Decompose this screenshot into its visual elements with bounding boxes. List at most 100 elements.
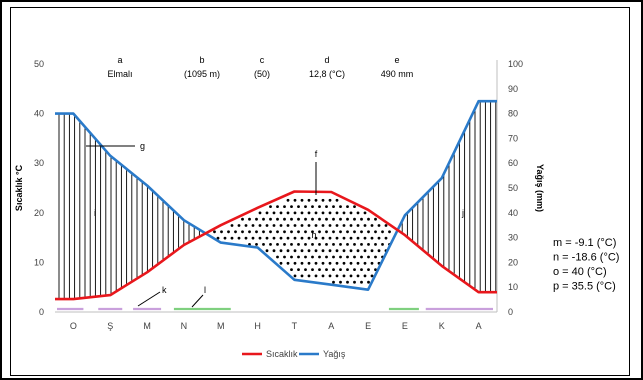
arid-dot [381,243,384,246]
arid-dot [325,217,328,221]
arid-dot [293,249,297,253]
arid-dot [237,236,241,240]
arid-dot [346,205,349,209]
arid-dot [286,198,290,202]
arid-dot [332,255,335,259]
x-tick-label: K [439,321,445,331]
arid-dot [297,255,300,259]
arid-dot [384,236,388,240]
header-value: (50) [254,69,270,79]
annotation-k-pointer [137,291,161,307]
arid-dot [353,280,356,284]
arid-dot [328,261,332,265]
arid-dot [335,261,339,265]
arid-dot [332,230,335,234]
y-left-tick-label: 40 [34,109,44,119]
arid-dot [381,230,384,234]
arid-dot [335,274,339,278]
arid-dot [360,268,363,271]
x-tick-label: M [143,321,151,331]
arid-dot [279,224,283,227]
arid-dot [311,243,314,246]
arid-dot [290,255,293,259]
x-tick-label: O [70,321,77,331]
arid-dot [276,243,279,246]
arid-dot [255,230,258,234]
arid-dot [307,274,311,278]
arid-dot [286,236,290,240]
arid-dot [363,224,367,227]
arid-dot [307,211,311,215]
arid-dot [318,268,321,271]
arid-dot [346,280,349,284]
arid-dot [286,249,290,253]
arid-dot [325,205,328,209]
arid-dot [290,217,293,221]
side-value: p = 35.5 (°C) [553,281,616,293]
arid-dot [332,243,335,246]
arid-dot [356,249,360,253]
legend-precipitation-label: Yağış [323,349,346,359]
arid-dot [374,268,377,271]
arid-dot [349,249,353,253]
arid-dot [318,230,321,234]
y-right-tick-label: 0 [508,307,513,317]
arid-dot [363,261,367,265]
arid-dot [370,274,374,278]
arid-dot [314,261,318,265]
annotation-k: k [162,285,167,295]
x-tick-label: T [292,321,298,331]
arid-dot [321,224,325,227]
arid-dot [304,205,307,209]
arid-dot [311,255,314,259]
arid-dot [367,243,370,246]
header-key: d [324,55,329,65]
arid-dot [290,230,293,234]
arid-dot [342,274,346,278]
arid-dot [304,255,307,259]
arid-dot [255,243,258,246]
side-value: n = -18.6 (°C) [553,252,619,264]
header-key: b [199,55,204,65]
arid-dot [276,205,279,209]
arid-dot [349,224,353,227]
arid-dot [332,205,335,209]
arid-dot [353,217,356,221]
y-right-tick-label: 80 [508,109,518,119]
x-tick-label: N [181,321,188,331]
arid-dot [353,230,356,234]
arid-dot [248,217,251,221]
arid-dot [328,249,332,253]
arid-dot [360,217,363,221]
arid-dot [304,243,307,246]
arid-dot [269,230,272,234]
arid-dot [325,230,328,234]
arid-dot [307,236,311,240]
y-right-tick-label: 20 [508,257,518,267]
arid-dot [311,268,314,271]
arid-dot [283,230,286,234]
arid-dot [227,230,230,234]
arid-dot [325,268,328,271]
arid-dot [363,211,367,215]
arid-dot [374,230,377,234]
y-left-tick-label: 10 [34,257,44,267]
legend-temperature-label: Sıcaklık [266,349,298,359]
arid-dot [244,224,248,227]
annotation-g: g [140,141,145,151]
arid-dot [300,236,304,240]
arid-dot [325,243,328,246]
arid-dot [307,198,311,202]
arid-dot [339,230,342,234]
y-left-tick-label: 0 [39,307,44,317]
arid-dot [304,230,307,234]
arid-dot [272,224,276,227]
x-tick-label: E [365,321,371,331]
arid-dot [342,249,346,253]
x-tick-label: M [217,321,225,331]
y-left-tick-label: 50 [34,59,44,69]
arid-dot [297,217,300,221]
arid-dot [223,236,227,240]
